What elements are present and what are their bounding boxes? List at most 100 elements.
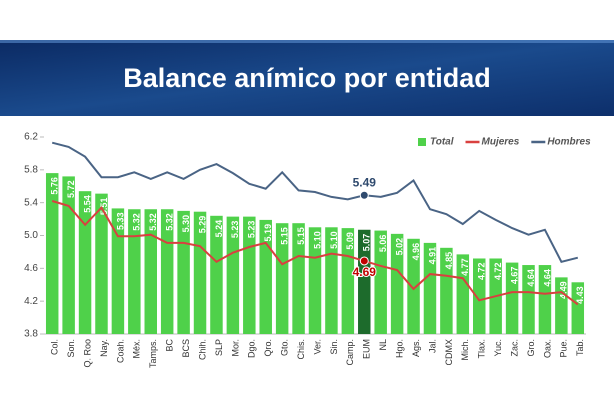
bar-value-label: 4.85 — [444, 252, 454, 270]
legend-swatch — [418, 138, 426, 146]
x-tick-label: Dgo. — [247, 339, 257, 358]
y-tick-label: 5.8 — [24, 164, 38, 175]
title-banner — [0, 40, 614, 116]
bar-value-label: 4.43 — [575, 286, 585, 304]
bar-value-label: 4.72 — [493, 262, 503, 280]
x-tick-label: Méx. — [132, 339, 142, 359]
bar-value-label: 5.23 — [230, 221, 240, 239]
x-tick-label: Mor. — [230, 339, 240, 357]
bar-value-label: 5.10 — [329, 231, 339, 249]
x-tick-label: CDMX — [444, 339, 454, 366]
bar-value-label: 5.32 — [165, 213, 175, 231]
bar-value-label: 5.10 — [312, 231, 322, 249]
bar-value-label: 4.49 — [559, 281, 569, 299]
legend-label: Hombres — [547, 137, 591, 148]
x-tick-label: SLP — [214, 339, 224, 356]
bar — [390, 233, 404, 334]
x-tick-label: EUM — [362, 339, 372, 359]
chart-title: Balance anímico por entidad — [123, 63, 491, 93]
line-series — [51, 141, 579, 263]
bar — [210, 215, 223, 334]
bar-value-label: 4.67 — [509, 267, 519, 285]
bar — [423, 242, 437, 334]
bar-value-label: 4.96 — [411, 243, 421, 261]
y-tick-label: 4.6 — [24, 263, 38, 274]
x-tick-label: Pue. — [559, 339, 569, 358]
x-tick-label: Nay. — [99, 339, 109, 357]
bar — [571, 282, 585, 334]
x-tick-label: Hgo. — [394, 339, 404, 358]
bar-value-label: 4.91 — [427, 247, 437, 265]
x-tick-label: Mich. — [460, 339, 470, 361]
bar-value-label: 5.06 — [378, 235, 388, 253]
bar — [538, 265, 552, 334]
x-tick-label: BCS — [181, 339, 191, 358]
bar — [45, 173, 59, 334]
bar — [374, 230, 387, 334]
bar — [292, 223, 305, 334]
x-tick-label: Oax. — [542, 339, 552, 358]
bar-value-label: 4.64 — [526, 269, 536, 287]
x-tick-label: Camp. — [345, 339, 355, 366]
x-tick-label: Zac. — [509, 339, 519, 357]
bar-value-label: 5.51 — [99, 198, 109, 216]
bar-value-label: 5.54 — [82, 195, 92, 213]
bar-value-label: 5.23 — [247, 221, 257, 239]
bar — [275, 223, 289, 334]
bar — [308, 227, 322, 334]
bar-value-label: 5.72 — [66, 180, 76, 198]
bar-value-label: 5.32 — [132, 213, 142, 231]
bar — [505, 262, 519, 334]
legend-label: Total — [430, 137, 454, 148]
bar-value-label: 5.02 — [394, 238, 404, 256]
x-tick-label: Son. — [66, 339, 76, 358]
y-tick-label: 3.8 — [24, 329, 38, 340]
bar-value-label: 5.29 — [197, 216, 207, 234]
x-tick-label: Ver. — [312, 339, 322, 355]
bar — [78, 191, 92, 334]
x-tick-label: Chis. — [296, 339, 306, 360]
y-tick-label: 5.0 — [24, 230, 38, 241]
x-tick-label: Chih. — [197, 339, 207, 360]
bar-value-label: 4.64 — [542, 269, 552, 287]
point-marker — [359, 190, 369, 200]
bar — [226, 216, 240, 334]
bar-value-label: 5.32 — [148, 213, 158, 231]
bar-value-label: 5.19 — [263, 224, 273, 242]
x-tick-label: Q. Roo — [82, 339, 92, 368]
bar — [440, 247, 453, 334]
bar-value-label: 5.24 — [214, 220, 224, 238]
bar — [95, 193, 108, 334]
bar — [407, 238, 420, 334]
y-tick-label: 4.2 — [24, 296, 38, 307]
y-tick-label: 6.2 — [24, 132, 38, 143]
x-tick-label: Gro. — [526, 339, 536, 357]
x-tick-label: Tlax. — [477, 339, 487, 359]
x-tick-label: Gto. — [280, 339, 290, 356]
bar — [193, 211, 207, 334]
bar — [144, 209, 157, 334]
bar-value-label: 5.15 — [296, 227, 306, 245]
x-tick-label: Qro. — [263, 339, 273, 357]
bar-value-label: 4.72 — [477, 262, 487, 280]
x-tick-label: Tab. — [575, 339, 585, 356]
bar — [111, 208, 125, 334]
plot: 3.8 4.2 4.6 5.0 5.4 5.8 6.2 Col. Son. Q. Roo Nay. C… — [24, 132, 591, 368]
bar-value-label: 5.15 — [280, 227, 290, 245]
bar — [358, 229, 371, 334]
bar — [456, 254, 470, 334]
bar — [62, 176, 75, 334]
bar-value-label: 5.76 — [50, 177, 60, 195]
line-series — [51, 200, 579, 306]
bar — [128, 209, 141, 334]
x-tick-label: Yuc. — [493, 339, 503, 357]
legend-label: Mujeres — [482, 137, 520, 148]
x-tick-label: Col. — [50, 339, 60, 355]
x-tick-label: BC — [165, 339, 175, 352]
x-tick-label: Tamps. — [148, 339, 158, 368]
x-tick-label: Jal. — [427, 339, 437, 353]
point-label: 4.69 — [353, 265, 377, 279]
x-tick-label: Sin. — [329, 339, 339, 355]
banner-edge — [0, 40, 614, 43]
